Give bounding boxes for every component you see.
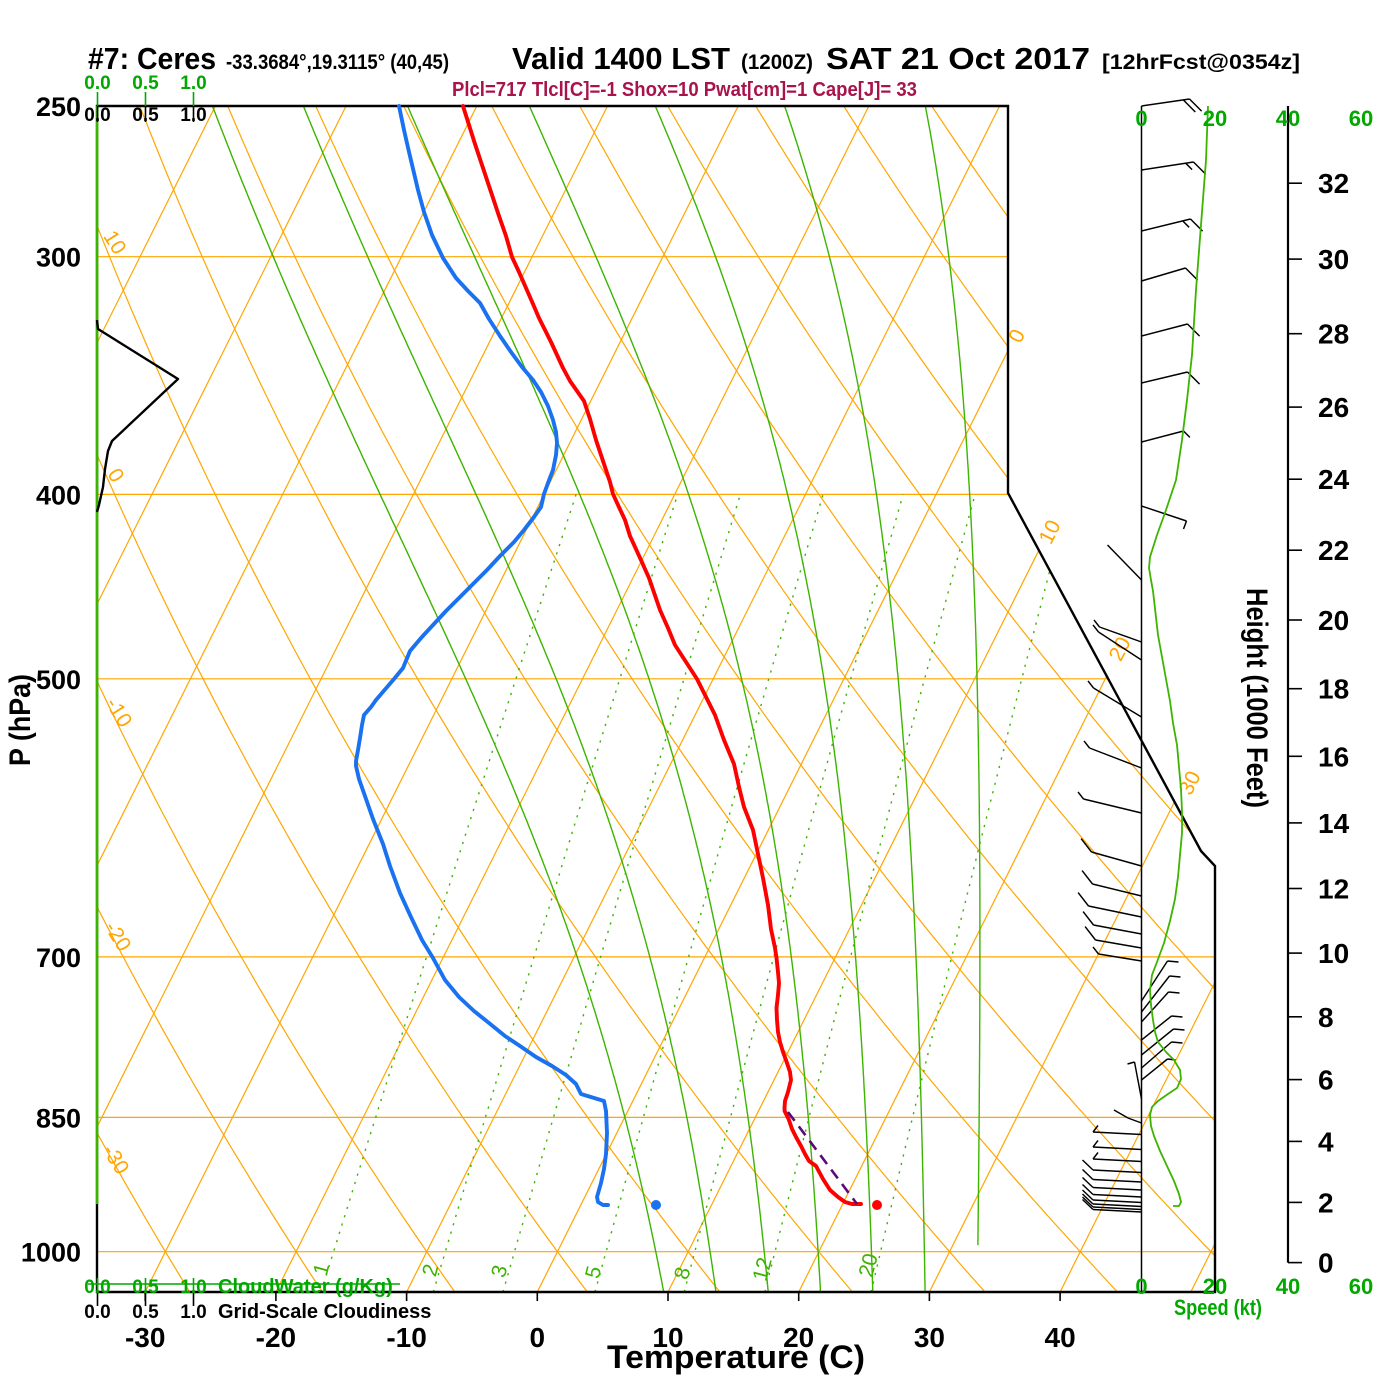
svg-text:28: 28 <box>1318 319 1349 350</box>
svg-text:6: 6 <box>1318 1065 1334 1096</box>
svg-text:Valid 1400 LST: Valid 1400 LST <box>512 41 730 76</box>
svg-text:700: 700 <box>36 943 81 973</box>
svg-text:2: 2 <box>418 1262 443 1279</box>
svg-text:850: 850 <box>36 1103 81 1133</box>
svg-text:(1200Z): (1200Z) <box>741 51 813 74</box>
svg-text:20: 20 <box>783 1322 814 1353</box>
svg-text:1.0: 1.0 <box>180 73 206 94</box>
svg-text:-10: -10 <box>386 1322 426 1353</box>
svg-text:0.5: 0.5 <box>132 73 159 94</box>
svg-text:24: 24 <box>1318 464 1350 495</box>
svg-text:20: 20 <box>1203 106 1227 131</box>
svg-text:0.5: 0.5 <box>132 1277 159 1298</box>
svg-text:500: 500 <box>36 665 81 695</box>
svg-text:60: 60 <box>1349 106 1373 131</box>
svg-text:32: 32 <box>1318 168 1349 199</box>
svg-text:SAT 21 Oct 2017: SAT 21 Oct 2017 <box>826 41 1090 76</box>
svg-text:300: 300 <box>36 243 81 273</box>
svg-text:0.0: 0.0 <box>84 1302 110 1323</box>
svg-text:40: 40 <box>1045 1322 1076 1353</box>
svg-text:40: 40 <box>1276 106 1300 131</box>
svg-text:14: 14 <box>1318 808 1350 839</box>
svg-text:2: 2 <box>1318 1187 1334 1218</box>
svg-text:Height (1000 Feet): Height (1000 Feet) <box>1240 588 1273 808</box>
svg-text:8: 8 <box>1318 1002 1334 1033</box>
svg-text:1.0: 1.0 <box>180 105 206 126</box>
svg-text:20: 20 <box>1203 1274 1227 1299</box>
svg-text:22: 22 <box>1318 535 1349 566</box>
svg-text:Plcl=717 Tlcl[C]=-1 Shox=10 Pw: Plcl=717 Tlcl[C]=-1 Shox=10 Pwat[cm]=1 C… <box>452 79 917 101</box>
svg-text:0.5: 0.5 <box>132 105 159 126</box>
svg-text:8: 8 <box>670 1265 695 1282</box>
svg-text:-20: -20 <box>256 1322 296 1353</box>
svg-text:4: 4 <box>1318 1126 1334 1157</box>
svg-text:250: 250 <box>36 92 81 122</box>
svg-text:Grid-Scale Cloudiness: Grid-Scale Cloudiness <box>218 1301 431 1323</box>
svg-text:0.0: 0.0 <box>84 1277 110 1298</box>
svg-text:16: 16 <box>1318 741 1349 772</box>
svg-text:0: 0 <box>530 1322 546 1353</box>
svg-text:12: 12 <box>1318 874 1349 905</box>
svg-text:400: 400 <box>36 480 81 510</box>
svg-text:Temperature (C): Temperature (C) <box>607 1339 865 1375</box>
svg-text:[12hrFcst@0354z]: [12hrFcst@0354z] <box>1102 51 1300 74</box>
svg-text:10: 10 <box>1318 938 1349 969</box>
svg-text:0: 0 <box>1135 106 1147 131</box>
svg-text:0: 0 <box>1135 1274 1147 1299</box>
svg-text:1.0: 1.0 <box>180 1277 206 1298</box>
svg-text:30: 30 <box>914 1322 945 1353</box>
svg-text:CloudWater (g/Kg): CloudWater (g/Kg) <box>218 1276 393 1298</box>
svg-text:30: 30 <box>1318 244 1349 275</box>
svg-text:1000: 1000 <box>21 1238 81 1268</box>
svg-text:0.5: 0.5 <box>132 1302 159 1323</box>
svg-text:0.0: 0.0 <box>84 73 110 94</box>
svg-text:10: 10 <box>652 1322 683 1353</box>
svg-text:40: 40 <box>1276 1274 1300 1299</box>
svg-text:20: 20 <box>1318 605 1349 636</box>
svg-text:1.0: 1.0 <box>180 1302 206 1323</box>
svg-text:0: 0 <box>1318 1248 1334 1279</box>
svg-text:26: 26 <box>1318 392 1349 423</box>
svg-text:Speed (kt): Speed (kt) <box>1174 1295 1262 1320</box>
svg-text:-33.3684°,19.3115° (40,45): -33.3684°,19.3115° (40,45) <box>226 51 449 74</box>
svg-text:5: 5 <box>581 1264 606 1281</box>
svg-text:P (hPa): P (hPa) <box>4 674 37 766</box>
svg-text:#7: Ceres: #7: Ceres <box>88 41 216 76</box>
svg-text:60: 60 <box>1349 1274 1373 1299</box>
svg-text:1: 1 <box>309 1261 334 1278</box>
svg-text:3: 3 <box>487 1263 512 1280</box>
svg-text:18: 18 <box>1318 674 1349 705</box>
svg-text:-30: -30 <box>125 1322 165 1353</box>
svg-text:0.0: 0.0 <box>84 105 110 126</box>
